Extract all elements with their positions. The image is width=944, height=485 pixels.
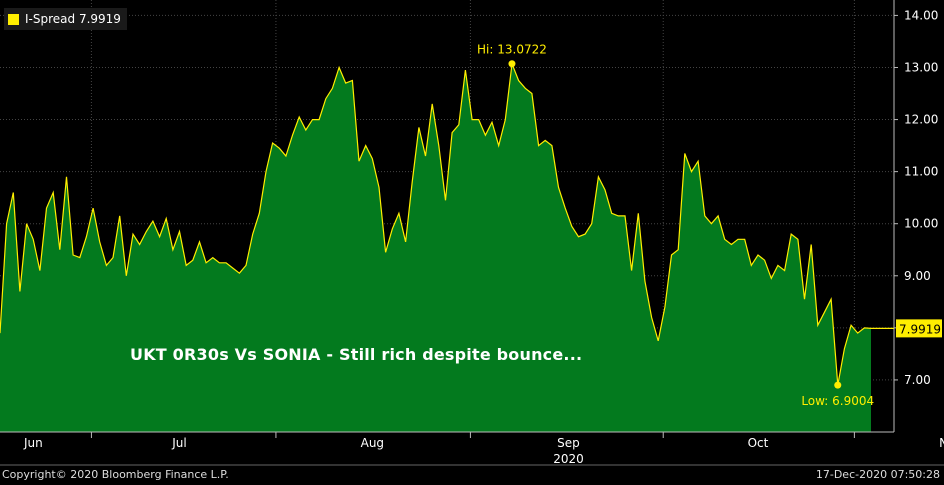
x-tick-label: Jul bbox=[171, 436, 186, 450]
last-value-label: 7.9919 bbox=[899, 322, 941, 336]
y-tick-label: 14.00 bbox=[904, 8, 938, 22]
x-year-label: 2020 bbox=[553, 452, 584, 466]
y-tick-label: 11.00 bbox=[904, 165, 938, 179]
x-tick-label: Sep bbox=[557, 436, 580, 450]
extreme-markers: Hi: 13.0722 Low: 6.9004 bbox=[477, 43, 874, 408]
y-tick-label: 9.00 bbox=[904, 269, 931, 283]
y-tick-label: 7.00 bbox=[904, 373, 931, 387]
x-tick-label: Oct bbox=[748, 436, 769, 450]
y-axis: 7.008.009.0010.0011.0012.0013.0014.007.9… bbox=[871, 0, 942, 432]
timestamp-text: 17-Dec-2020 07:50:28 bbox=[815, 468, 940, 481]
legend-label: I-Spread 7.9919 bbox=[25, 12, 121, 26]
copyright-text: Copyright© 2020 Bloomberg Finance L.P. bbox=[2, 468, 229, 481]
y-tick-label: 10.00 bbox=[904, 217, 938, 231]
chart-annotation: UKT 0R30s Vs SONIA - Still rich despite … bbox=[130, 345, 583, 364]
x-axis: JunJulAugSepOctNovDec2020 bbox=[0, 431, 944, 466]
hi-marker bbox=[508, 60, 516, 68]
last-value-tag bbox=[896, 319, 942, 338]
legend: I-Spread 7.9919 bbox=[4, 8, 127, 30]
y-tick-label: 12.00 bbox=[904, 113, 938, 127]
series-area-i-spread bbox=[0, 63, 871, 433]
x-tick-label: Nov bbox=[939, 436, 944, 450]
hi-label: Hi: 13.0722 bbox=[477, 43, 547, 57]
y-tick-label: 13.00 bbox=[904, 60, 938, 74]
x-tick-label: Aug bbox=[361, 436, 384, 450]
legend-swatch bbox=[8, 13, 19, 25]
low-label: Low: 6.9004 bbox=[801, 394, 874, 408]
low-marker bbox=[834, 381, 842, 389]
series-line-i-spread bbox=[0, 63, 872, 386]
x-tick-label: Jun bbox=[23, 436, 43, 450]
